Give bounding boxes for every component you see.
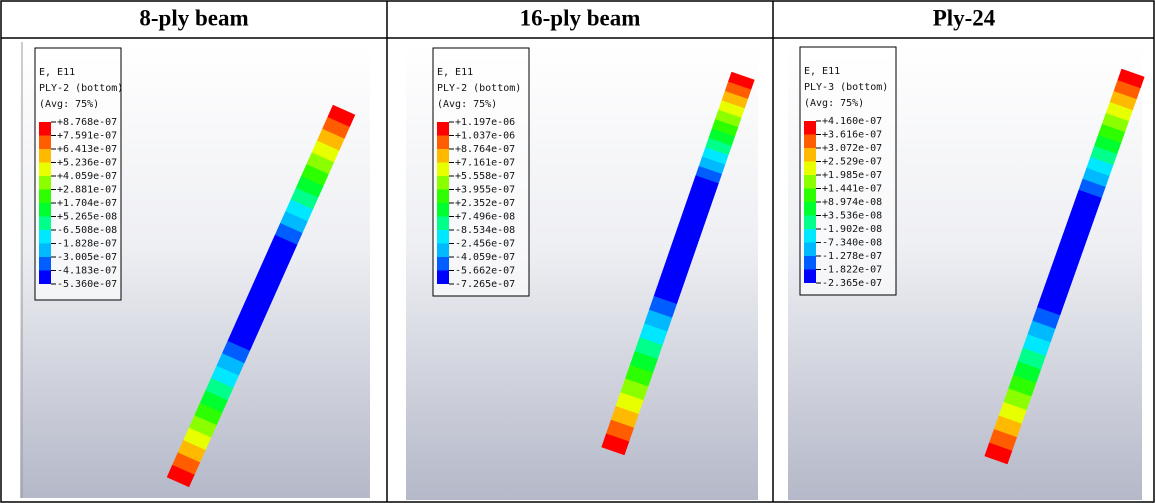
legend-value: +6.413e-07 [57, 144, 117, 155]
legend-value: +7.496e-08 [455, 212, 515, 223]
legend-swatch [437, 217, 449, 231]
legend-value: -2.365e-07 [822, 278, 882, 289]
legend-value: -3.005e-07 [57, 252, 117, 263]
legend-swatch [39, 136, 51, 150]
legend-value: +1.704e-07 [57, 198, 117, 209]
legend-value: +7.591e-07 [57, 131, 117, 142]
legend-swatch [437, 163, 449, 177]
legend-swatch [437, 190, 449, 204]
legend-averaging: (Avg: 75%) [437, 99, 497, 110]
legend-swatch [804, 135, 816, 149]
legend-value: +8.764e-07 [455, 144, 515, 155]
legend-section: PLY-2 (bottom) [437, 83, 521, 94]
legend-swatch [437, 136, 449, 150]
legend-value: -5.662e-07 [455, 266, 515, 277]
legend-swatch [39, 163, 51, 177]
legend-swatch [804, 216, 816, 230]
legend-variable: E, E11 [804, 66, 840, 77]
results-table: 8-ply beam 16-ply beam Ply-24 E, E11 PLY-… [0, 0, 1155, 503]
legend-swatch [39, 149, 51, 163]
legend-variable: E, E11 [39, 67, 75, 78]
legend-swatch [804, 202, 816, 216]
legend-value: -7.340e-08 [822, 238, 882, 249]
legend-value: +3.955e-07 [455, 185, 515, 196]
legend-swatch [804, 175, 816, 189]
legend-swatch [437, 176, 449, 190]
legend-value: -7.265e-07 [455, 279, 515, 290]
legend-value: +5.236e-07 [57, 158, 117, 169]
legend-value: +1.197e-06 [455, 117, 515, 128]
legend-swatch [804, 189, 816, 203]
legend-value: -6.508e-08 [57, 225, 117, 236]
legend-swatch [804, 243, 816, 257]
legend-value: +5.558e-07 [455, 171, 515, 182]
legend-value: +1.037e-06 [455, 131, 515, 142]
legend-swatch [437, 244, 449, 258]
legend-swatch [804, 121, 816, 135]
legend-value: +2.881e-07 [57, 185, 117, 196]
legend-swatch [437, 203, 449, 217]
legend-value: -1.278e-07 [822, 251, 882, 262]
legend-swatch [39, 190, 51, 204]
legend-swatch [39, 271, 51, 285]
legend-swatch [437, 271, 449, 285]
legend-value: -5.360e-07 [57, 279, 117, 290]
legend-swatch [437, 230, 449, 244]
legend-value: +3.072e-07 [822, 143, 882, 154]
legend-swatch [437, 149, 449, 163]
legend-swatch [437, 257, 449, 271]
legend-variable: E, E11 [437, 67, 473, 78]
legend-value: +2.352e-07 [455, 198, 515, 209]
legend-value: +5.265e-08 [57, 212, 117, 223]
legend-value: +4.160e-07 [822, 116, 882, 127]
legend-value: +8.768e-07 [57, 117, 117, 128]
legend-swatch [804, 229, 816, 243]
legend-value: +7.161e-07 [455, 158, 515, 169]
legend-swatch [437, 122, 449, 136]
legend-value: -8.534e-08 [455, 225, 515, 236]
legend-swatch [39, 230, 51, 244]
legend-section: PLY-3 (bottom) [804, 82, 888, 93]
legend-swatch [804, 256, 816, 270]
legend-value: +1.985e-07 [822, 170, 882, 181]
legend-value: +2.529e-07 [822, 157, 882, 168]
legend-value: -4.183e-07 [57, 266, 117, 277]
legend-value: -4.059e-07 [455, 252, 515, 263]
legend-swatch [804, 162, 816, 176]
legend-section: PLY-2 (bottom) [39, 83, 123, 94]
legend-value: -2.456e-07 [455, 239, 515, 250]
column-header: 16-ply beam [520, 5, 641, 30]
legend-value: +3.536e-08 [822, 211, 882, 222]
legend-value: +1.441e-07 [822, 184, 882, 195]
legend-swatch [804, 148, 816, 162]
column-header: 8-ply beam [139, 5, 248, 30]
legend-value: +3.616e-07 [822, 130, 882, 141]
legend-swatch [39, 203, 51, 217]
legend-averaging: (Avg: 75%) [39, 99, 99, 110]
legend-swatch [39, 122, 51, 136]
legend-swatch [804, 270, 816, 284]
legend-value: -1.902e-08 [822, 224, 882, 235]
legend-swatch [39, 176, 51, 190]
legend-swatch [39, 244, 51, 258]
legend-value: -1.822e-07 [822, 265, 882, 276]
legend-value: +4.059e-07 [57, 171, 117, 182]
legend-value: +8.974e-08 [822, 197, 882, 208]
legend-averaging: (Avg: 75%) [804, 98, 864, 109]
legend-value: -1.828e-07 [57, 239, 117, 250]
legend-swatch [39, 217, 51, 231]
column-header: Ply-24 [933, 5, 996, 30]
legend-swatch [39, 257, 51, 271]
